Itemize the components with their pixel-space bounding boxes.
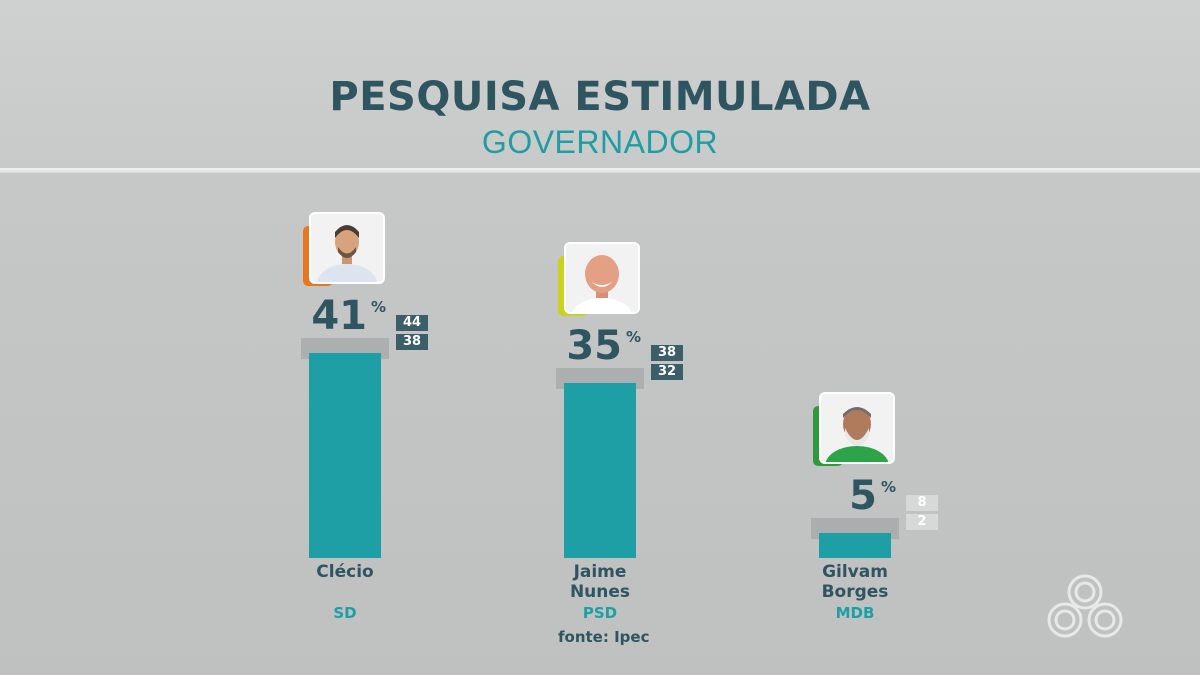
candidate-name-line1: Clécio — [316, 562, 374, 582]
candidate-photo — [819, 392, 895, 464]
person-icon — [821, 394, 893, 462]
bar-gilvam-borges — [819, 533, 891, 558]
candidate-name: Clécio — [275, 562, 415, 582]
header-panel — [0, 0, 1200, 168]
broadcaster-logo-icon — [1047, 574, 1123, 638]
margin-max-label: 44 — [396, 315, 428, 331]
margin-max-label: 38 — [651, 345, 683, 361]
bar-clecio — [309, 353, 381, 558]
chart-title: PESQUISA ESTIMULADA — [329, 74, 871, 120]
bar-value-label: 35 — [566, 323, 622, 369]
candidate-name: Jaime Nunes — [530, 562, 670, 602]
candidate-party: MDB — [835, 604, 875, 622]
person-icon — [311, 214, 383, 282]
candidate-name-line1: Jaime — [573, 562, 627, 582]
bar-jaime-nunes — [564, 383, 636, 558]
percent-sign: % — [881, 478, 897, 496]
percent-sign: % — [371, 298, 387, 316]
candidate-name-line2: Nunes — [569, 582, 631, 602]
candidate-photo — [564, 242, 640, 314]
person-icon — [566, 244, 638, 312]
chart-subtitle: GOVERNADOR — [481, 124, 719, 160]
candidate-name-line2: Borges — [821, 582, 889, 602]
margin-max-label: 8 — [906, 495, 938, 511]
source-note: fonte: Ipec — [558, 628, 650, 646]
candidate-party: SD — [333, 604, 357, 622]
candidate-party: PSD — [582, 604, 618, 622]
bar-value-label: 5 — [849, 473, 877, 519]
percent-sign: % — [626, 328, 642, 346]
candidate-name: Gilvam Borges — [785, 562, 925, 602]
margin-min-label: 2 — [906, 514, 938, 530]
margin-min-label: 32 — [651, 364, 683, 380]
margin-min-label: 38 — [396, 334, 428, 350]
bar-value-label: 41 — [311, 293, 367, 339]
candidate-name-line1: Gilvam — [822, 562, 888, 582]
candidate-photo — [309, 212, 385, 284]
header-divider — [0, 168, 1200, 173]
